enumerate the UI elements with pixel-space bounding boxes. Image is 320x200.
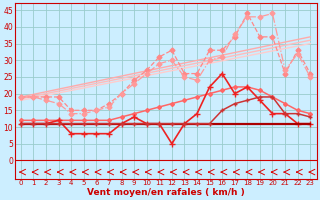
X-axis label: Vent moyen/en rafales ( km/h ): Vent moyen/en rafales ( km/h ) (87, 188, 244, 197)
